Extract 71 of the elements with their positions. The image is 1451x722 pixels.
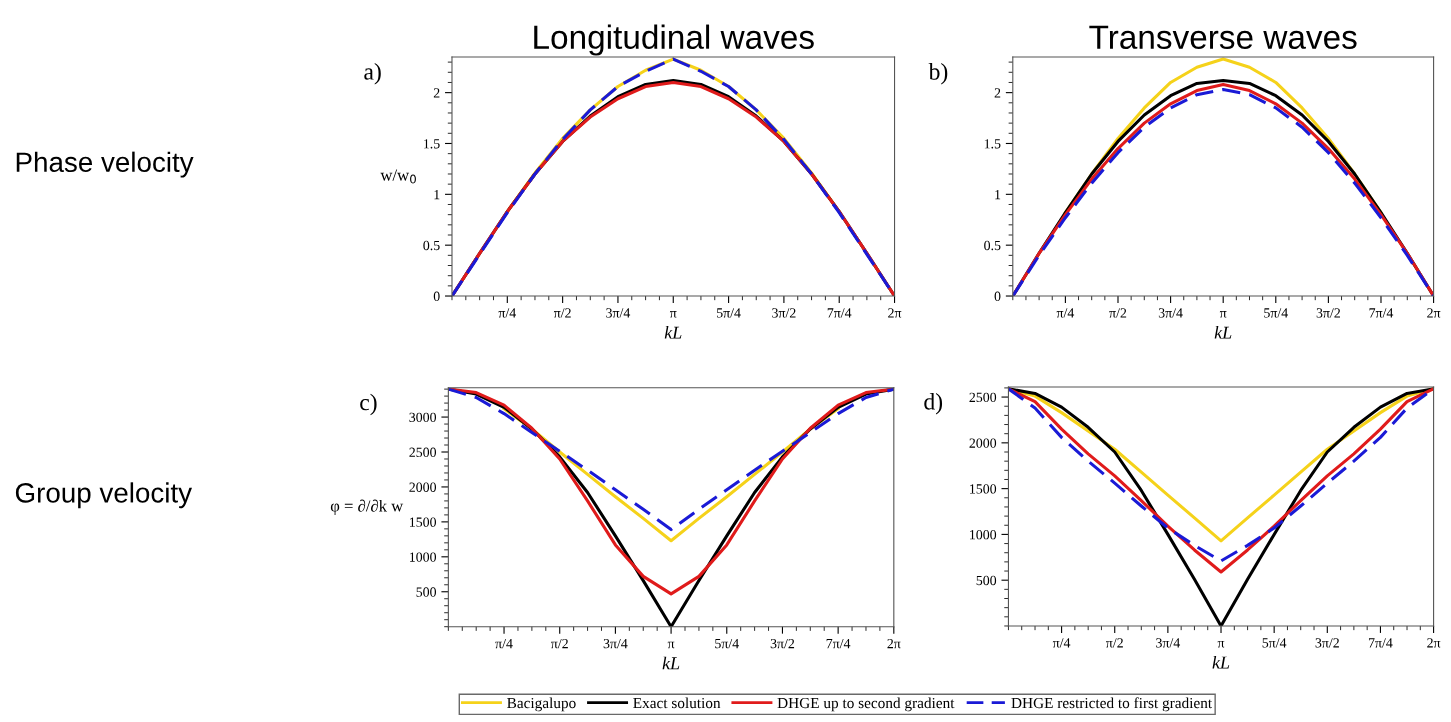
y-tick-label: 500 — [976, 575, 997, 586]
x-tick-label: 7π/4 — [826, 638, 851, 649]
x-tick-label: 3π/4 — [1158, 308, 1183, 318]
x-tick-label: π — [669, 311, 677, 318]
x-tick-label: 7π/4 — [827, 308, 852, 318]
y-tick-label: 1 — [434, 189, 440, 200]
y-tick-label: 2 — [433, 88, 440, 98]
x-tick-label: 5π/4 — [1262, 638, 1287, 648]
x-tick-label: 3π/2 — [1315, 638, 1339, 648]
legend-label: Bacigalupo — [507, 697, 576, 712]
y-tick-label: 1.5 — [424, 139, 440, 149]
x-tick-label: π/4 — [498, 308, 516, 318]
y-tick-label: 1.5 — [984, 139, 1001, 149]
x-tick-label: π/2 — [553, 308, 571, 318]
legend-label: DHGE up to second gradient — [777, 697, 955, 712]
x-tick-label: 3π/4 — [606, 308, 631, 318]
y-tick-label: 2500 — [409, 447, 437, 457]
text: b) — [928, 63, 948, 85]
x-tick-label: 5π/4 — [1264, 308, 1288, 318]
y-axis-title: φ = ∂/∂k w — [330, 499, 404, 515]
text: d) — [924, 393, 943, 415]
x-tick-label: 7π/4 — [1368, 638, 1393, 648]
x-tick-label: 2π — [888, 308, 902, 318]
x-tick-label: 3π/4 — [603, 638, 628, 649]
y-tick-label: 2000 — [969, 438, 997, 448]
x-axis-title: kL — [1212, 655, 1230, 669]
text: Phase velocity — [16, 151, 194, 178]
x-tick-label: π/2 — [1109, 308, 1127, 318]
y-tick-label: 1000 — [410, 552, 437, 562]
x-tick-label: 2π — [1427, 638, 1441, 648]
y-axis-title: w/w$_{0}$ — [380, 169, 416, 184]
y-tick-label: 2 — [994, 88, 1001, 98]
x-tick-label: 7π/4 — [1369, 308, 1394, 318]
x-tick-label: 2π — [1427, 308, 1441, 318]
x-tick-label: π/2 — [1106, 638, 1123, 648]
x-tick-label: 3π/2 — [770, 638, 795, 649]
legend-label: Exact solution — [633, 697, 721, 709]
text: Group velocity — [15, 482, 192, 509]
chart-title: Transverse waves — [1089, 25, 1357, 50]
y-tick-label: 500 — [416, 587, 437, 597]
x-tick-label: 3π/4 — [1156, 638, 1181, 648]
x-axis-title: kL — [1214, 325, 1232, 339]
legend-label: DHGE restricted to first gradient — [1011, 697, 1213, 712]
x-axis-title: kL — [662, 656, 680, 670]
x-tick-label: π/4 — [1056, 308, 1075, 318]
x-tick-label: π — [667, 641, 675, 649]
x-tick-label: 3π/2 — [1316, 308, 1340, 318]
x-tick-label: 5π/4 — [717, 308, 741, 318]
y-tick-label: 0 — [433, 291, 440, 301]
y-tick-label: 0 — [994, 291, 1001, 301]
x-tick-label: 2π — [887, 638, 901, 649]
text: c) — [360, 393, 377, 416]
x-tick-label: π/2 — [551, 638, 568, 649]
x-tick-label: π — [1219, 311, 1227, 318]
x-tick-label: 5π/4 — [715, 638, 739, 649]
y-tick-label: 2000 — [409, 482, 437, 492]
y-tick-label: 0.5 — [984, 240, 1001, 251]
chart-title: Longitudinal waves — [534, 24, 814, 56]
x-tick-label: 3π/2 — [772, 308, 796, 318]
text: a) — [364, 63, 381, 85]
x-tick-label: π/4 — [495, 638, 513, 649]
x-axis-title: kL — [664, 325, 682, 339]
y-tick-label: 0.5 — [423, 240, 440, 251]
y-tick-label: 1 — [995, 189, 1001, 200]
y-tick-label: 1000 — [970, 529, 997, 540]
x-tick-label: π — [1217, 641, 1225, 648]
y-tick-label: 2500 — [969, 392, 997, 403]
y-tick-label: 1500 — [410, 517, 437, 527]
y-tick-label: 3000 — [409, 412, 437, 423]
x-tick-label: π/4 — [1052, 638, 1071, 648]
y-tick-label: 1500 — [970, 484, 997, 494]
